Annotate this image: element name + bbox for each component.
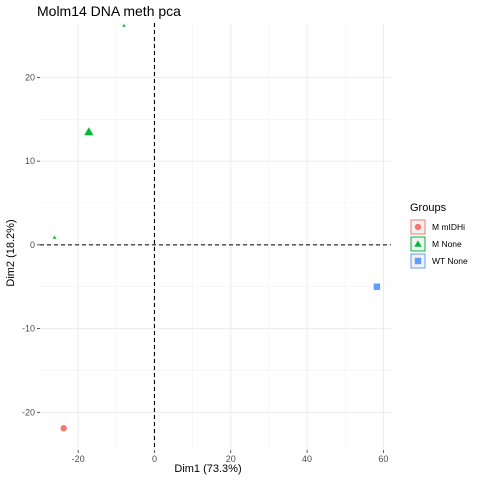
x-tick-label: 0 bbox=[152, 454, 157, 464]
y-tick-label: 10 bbox=[25, 156, 35, 166]
legend-key-circle-icon bbox=[414, 223, 422, 231]
plot-panel bbox=[40, 23, 391, 450]
reference-lines bbox=[40, 23, 391, 450]
legend-key-triangle-icon bbox=[414, 240, 422, 247]
x-tick-label: -20 bbox=[72, 454, 85, 464]
data-points bbox=[52, 23, 381, 432]
x-axis-label: Dim1 (73.3%) bbox=[174, 463, 241, 475]
legend-entry-label: M None bbox=[432, 239, 462, 249]
legend: Groups M mIDHi M None WT None bbox=[409, 202, 468, 270]
data-point bbox=[373, 283, 381, 290]
legend-entry-label: M mIDHi bbox=[432, 222, 465, 232]
y-tick-label: 20 bbox=[25, 72, 35, 82]
y-tick-label: -10 bbox=[22, 324, 35, 334]
y-axis-label: Dim2 (18.2%) bbox=[5, 219, 17, 286]
data-point bbox=[52, 235, 57, 239]
grid-lines bbox=[40, 23, 391, 450]
y-tick-label: 0 bbox=[30, 240, 35, 250]
x-tick-label: 60 bbox=[378, 454, 388, 464]
chart-title: Molm14 DNA meth pca bbox=[37, 3, 181, 19]
data-point bbox=[60, 425, 67, 432]
data-point bbox=[84, 127, 94, 136]
legend-title: Groups bbox=[410, 202, 447, 214]
data-point bbox=[122, 23, 126, 27]
y-tick-label: -20 bbox=[22, 407, 35, 417]
legend-key-border bbox=[410, 253, 426, 269]
y-axis-ticks: -20 -10 0 10 20 bbox=[22, 72, 40, 417]
legend-key-border bbox=[410, 219, 426, 235]
x-tick-label: 20 bbox=[226, 454, 236, 464]
x-axis-ticks: -20 0 20 40 60 bbox=[72, 450, 388, 464]
legend-entries: M mIDHi M None WT None bbox=[409, 218, 468, 270]
legend-key-border bbox=[410, 236, 426, 252]
legend-key-square-icon bbox=[414, 257, 422, 265]
legend-entry-label: WT None bbox=[432, 256, 468, 266]
x-tick-label: 40 bbox=[302, 454, 312, 464]
